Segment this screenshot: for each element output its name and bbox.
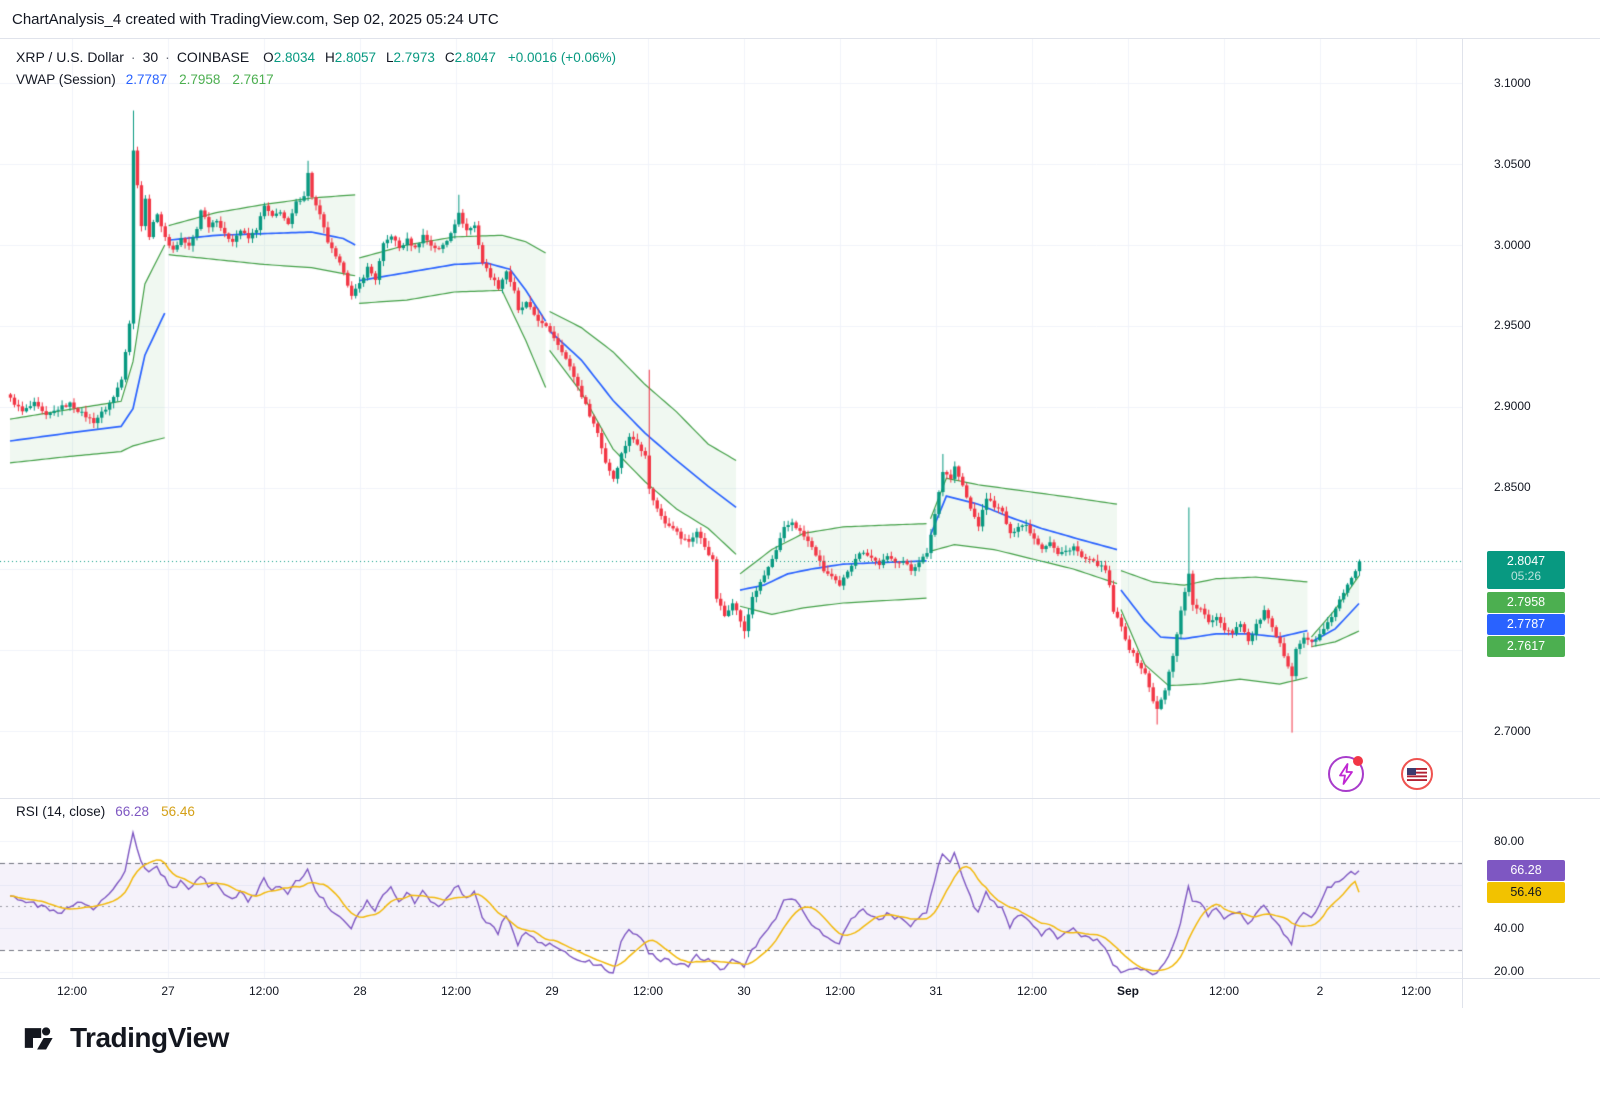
price-badge: 2.8047 05:26 (1487, 551, 1565, 589)
vwap-value: 2.7958 (179, 71, 221, 87)
separator-dot: · (165, 49, 170, 65)
price-badge: 2.7617 (1487, 636, 1565, 657)
price-tick-label: 2.8500 (1494, 480, 1531, 494)
time-tick-label: 27 (161, 984, 175, 998)
time-tick-label: 12:00 (1400, 984, 1432, 998)
ohlc-label: O (263, 49, 274, 65)
vwap-value: 2.7617 (232, 71, 274, 87)
titlebar-divider (0, 38, 1600, 39)
rsi-badge-value: 56.46 (1510, 885, 1542, 899)
time-tick-label: 12:00 (632, 984, 664, 998)
lightning-bolt-icon (1339, 763, 1353, 785)
ohlc-pair: H2.8057 (325, 50, 376, 65)
chart-canvas[interactable] (0, 0, 1462, 1008)
pane-divider[interactable] (0, 798, 1600, 799)
rsi-value: 56.46 (161, 804, 195, 819)
time-tick-label: 12:00 (440, 984, 472, 998)
time-axis-divider (0, 978, 1600, 979)
time-tick-label: 29 (545, 984, 559, 998)
vwap-indicator-label[interactable]: VWAP (Session) (16, 71, 116, 87)
notification-dot (1353, 756, 1363, 766)
symbol-name[interactable]: XRP / U.S. Dollar (16, 49, 124, 65)
time-tick-label: 2 (1316, 984, 1324, 998)
ohlc-pair: O2.8034 (263, 50, 315, 65)
price-badge-value: 2.7787 (1506, 617, 1546, 631)
rsi-tick-label: 80.00 (1494, 834, 1525, 848)
time-tick-label: 12:00 (1016, 984, 1048, 998)
vwap-indicator-row[interactable]: VWAP (Session) 2.7787 2.7958 2.7617 (16, 68, 616, 90)
price-badge: 2.7787 (1487, 614, 1565, 635)
time-tick-label: 31 (929, 984, 943, 998)
symbol-row[interactable]: XRP / U.S. Dollar · 30 · COINBASE O2.803… (16, 46, 616, 68)
ohlc-value: 2.8034 (273, 49, 315, 65)
chart-title-bar: ChartAnalysis_4 created with TradingView… (0, 0, 1600, 38)
rsi-indicator-label[interactable]: RSI (14, close) (16, 804, 106, 819)
exchange-label: COINBASE (176, 49, 250, 65)
price-badge: 2.7958 (1487, 592, 1565, 613)
price-tick-label: 3.0000 (1494, 238, 1531, 252)
rsi-badge: 56.46 (1487, 882, 1565, 903)
rsi-tick-label: 40.00 (1494, 921, 1525, 935)
ohlc-value: 2.8047 (454, 49, 496, 65)
price-badge-value: 2.7617 (1506, 639, 1546, 653)
ohlc-label: L (386, 49, 394, 65)
price-tick-label: 3.1000 (1494, 76, 1531, 90)
rsi-badge: 66.28 (1487, 860, 1565, 881)
boost-lightning-button[interactable] (1328, 756, 1364, 792)
time-tick-label: 12:00 (824, 984, 856, 998)
ohlc-value: 2.8057 (334, 49, 377, 65)
tradingview-logo-icon (24, 1027, 53, 1050)
price-badge-value: 2.7958 (1506, 595, 1546, 609)
tradingview-logo[interactable]: TradingView (24, 1022, 229, 1054)
price-tick-label: 3.0500 (1494, 157, 1531, 171)
price-tick-label: 2.7000 (1494, 724, 1531, 738)
price-badge-value: 2.8047 (1506, 554, 1546, 568)
us-flag-button[interactable] (1401, 758, 1433, 790)
chart-title-text: ChartAnalysis_4 created with TradingView… (12, 10, 499, 28)
us-flag-icon (1407, 767, 1427, 781)
price-tick-label: 2.9500 (1494, 318, 1531, 332)
rsi-badge-value: 66.28 (1510, 863, 1542, 877)
time-tick-label: 12:00 (56, 984, 88, 998)
ohlc-label: H (324, 49, 335, 65)
ohlc-pair: C2.8047 (445, 50, 496, 65)
ohlc-label: C (444, 49, 455, 65)
tradingview-logo-text: TradingView (70, 1022, 229, 1053)
rsi-value: 66.28 (115, 804, 150, 819)
ohlc-value: 2.7973 (393, 49, 435, 65)
time-tick-label: 12:00 (1208, 984, 1240, 998)
ohlc-pair: L2.7973 (386, 50, 435, 65)
main-legend: XRP / U.S. Dollar · 30 · COINBASE O2.803… (16, 46, 616, 90)
time-tick-label: Sep (1116, 984, 1140, 998)
price-tick-label: 2.9000 (1494, 399, 1531, 413)
rsi-values: 66.28 56.46 (115, 804, 207, 819)
vwap-values: 2.7787 2.7958 2.7617 (126, 72, 286, 87)
interval-label[interactable]: 30 (142, 49, 159, 65)
time-tick-label: 28 (353, 984, 367, 998)
bar-countdown: 05:26 (1510, 569, 1542, 583)
time-tick-label: 30 (737, 984, 751, 998)
rsi-tick-label: 20.00 (1494, 964, 1525, 978)
separator-dot: · (130, 49, 136, 65)
price-axis-divider (1462, 38, 1463, 1008)
vwap-value: 2.7787 (125, 71, 168, 87)
time-tick-label: 12:00 (248, 984, 280, 998)
change-value: +0.0016 (+0.06%) (507, 49, 616, 65)
ohlc-values: O2.8034 H2.8057 L2.7973 C2.8047 (263, 50, 506, 65)
rsi-indicator-row[interactable]: RSI (14, close) 66.28 56.46 (16, 804, 207, 819)
